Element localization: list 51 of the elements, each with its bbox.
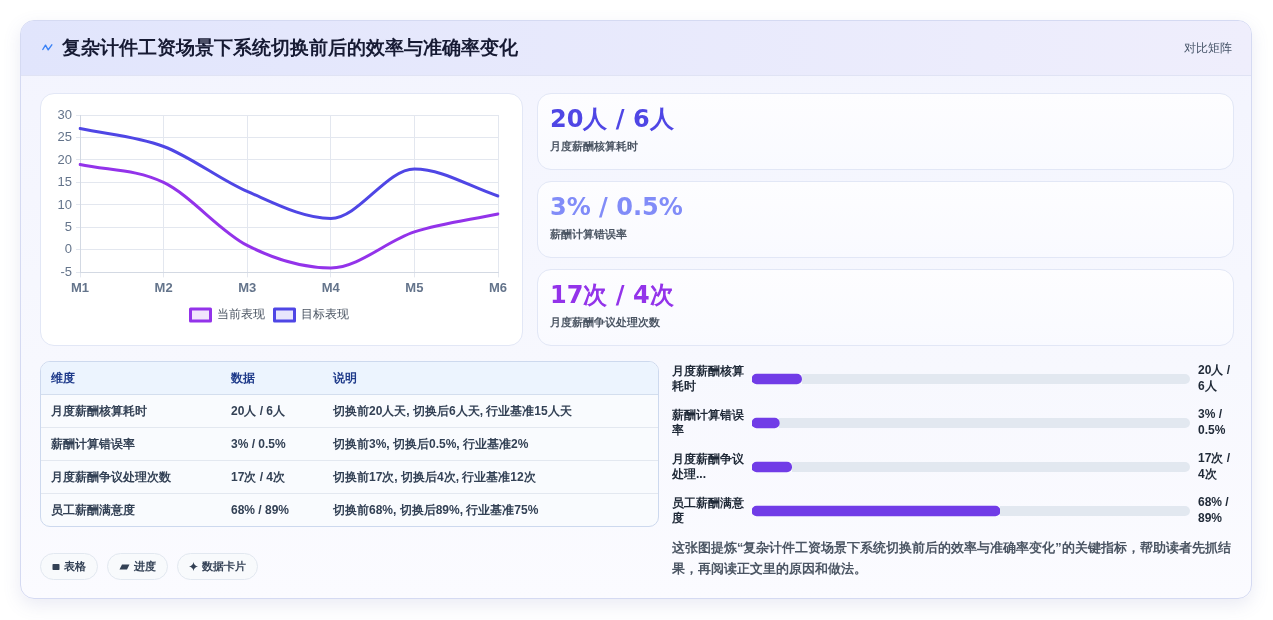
y-tick-label: 员工薪酬满意度	[671, 495, 745, 526]
text: 数据卡片	[202, 559, 246, 574]
y-tick-label: 10	[57, 196, 72, 212]
text: 20人 / 6人	[221, 394, 323, 428]
text: 月度薪酬争议处理次数	[41, 460, 221, 494]
y-tick-label: 0	[64, 241, 72, 257]
text: 薪酬计算错误率	[550, 227, 627, 241]
text: 这张图提炼“复杂计件工资场景下系统切换前后的效率与准确率变化”的关键指标，帮助读者先抓结果，再阅读正文里的原因和做法。	[672, 540, 1232, 578]
y-tick-label: 30	[57, 106, 72, 122]
legend-label: 目标表现	[300, 307, 349, 322]
y-tick-label: 月度薪酬争议处理...	[671, 451, 745, 482]
text: 表格	[64, 559, 86, 574]
text: 说明	[323, 362, 658, 395]
bar	[752, 461, 793, 473]
text: 对比矩阵	[1184, 40, 1232, 56]
text: 进度	[134, 559, 156, 574]
text: 3% / 0.5%	[221, 427, 323, 461]
text: 68% / 89%	[1198, 495, 1230, 526]
x-tick-label: M1	[70, 279, 90, 295]
y-tick-label: -5	[60, 263, 72, 279]
line-series	[78, 126, 500, 220]
x-tick-label: M5	[405, 279, 424, 295]
text: 20人 / 6人	[1198, 363, 1231, 394]
y-tick-label: 15	[57, 174, 72, 190]
y-tick-label: 薪酬计算错误率	[671, 407, 745, 438]
text: 切换前20人天, 切换后6人天, 行业基准15人天	[323, 394, 658, 428]
text: 3% / 0.5%	[550, 192, 683, 222]
text: 月度薪酬争议处理次数	[550, 315, 660, 329]
text: 切换前68%, 切换后89%, 行业基准75%	[332, 501, 540, 519]
text: 68% / 89%	[230, 502, 291, 519]
y-tick-label: 5	[64, 219, 72, 235]
y-tick-label: 20	[57, 151, 72, 167]
text: 17次 / 4次	[221, 460, 323, 494]
x-tick-label: M6	[488, 279, 508, 295]
x-tick-label: M4	[321, 279, 341, 295]
text: 复杂计件工资场景下系统切换前后的效率与准确率变化	[62, 36, 518, 60]
text: 切换前3%, 切换后0.5%, 行业基准2%	[323, 427, 658, 461]
text: 17次 / 4次	[1198, 451, 1231, 482]
text: 20人 / 6人	[550, 104, 674, 134]
legend-label: 当前表现	[216, 307, 265, 322]
y-tick-label: 月度薪酬核算耗时	[671, 363, 744, 394]
y-tick-label: 25	[57, 129, 72, 145]
text: 切换前17次, 切换后4次, 行业基准12次	[323, 460, 658, 494]
text: 数据	[221, 362, 323, 395]
bar	[752, 373, 802, 385]
x-tick-label: M2	[154, 279, 173, 295]
text: 维度	[41, 362, 221, 395]
text: 月度薪酬核算耗时	[550, 139, 638, 153]
text: 17次 / 4次	[550, 280, 674, 310]
text: 3% / 0.5%	[1198, 407, 1226, 438]
x-tick-label: M3	[238, 279, 257, 295]
